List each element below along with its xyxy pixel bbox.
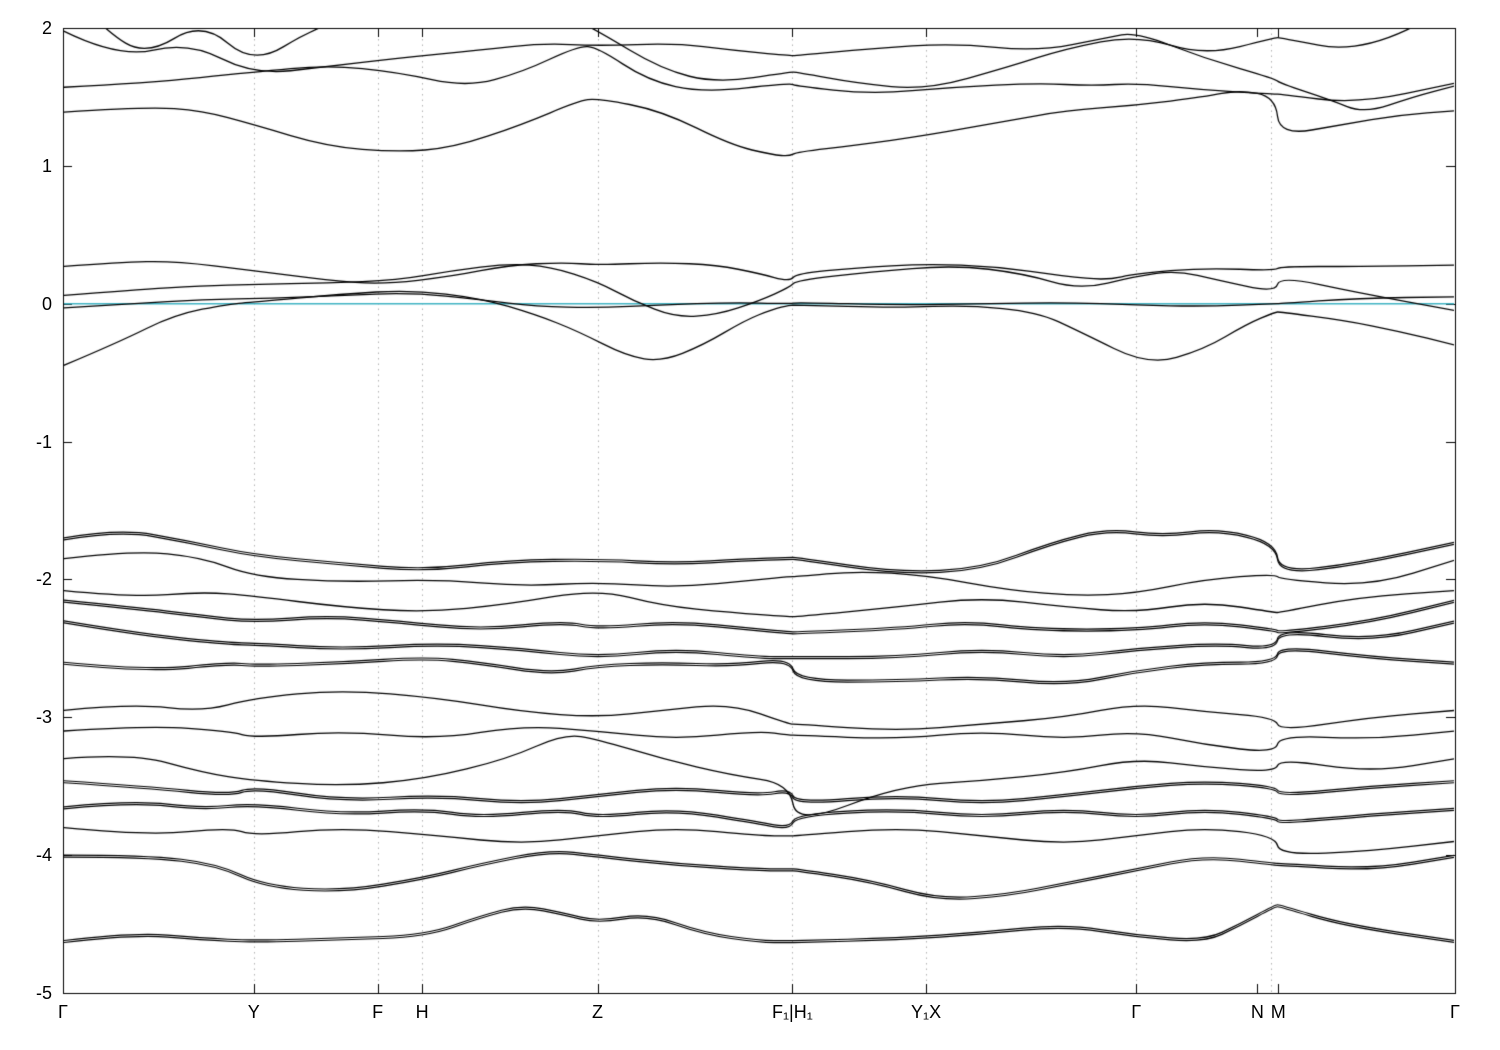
x-tick-label: Y₁X — [910, 1002, 942, 1022]
x-tick-label: H — [415, 1002, 429, 1022]
x-tick-label: F — [372, 1002, 384, 1022]
y-tick-label: -4 — [35, 845, 52, 866]
x-tick-label: Z — [592, 1002, 604, 1022]
x-tick-label: Γ — [58, 1002, 68, 1022]
y-tick-label: -3 — [35, 707, 52, 728]
x-tick-label: M — [1270, 1002, 1286, 1022]
y-tick-label: 0 — [41, 293, 52, 314]
y-tick-label: -1 — [35, 431, 52, 452]
x-tick-label: Γ — [1131, 1002, 1142, 1022]
x-tick-label: Y — [247, 1002, 260, 1022]
x-tick-label: Γ — [1450, 1002, 1460, 1022]
y-tick-label: -5 — [35, 983, 52, 1003]
y-tick-label: 2 — [41, 18, 52, 38]
x-tick-label: F₁|H₁ — [771, 1002, 813, 1022]
y-tick-label: 1 — [41, 155, 52, 176]
y-tick-label: -2 — [35, 569, 52, 590]
x-tick-label: N — [1250, 1002, 1264, 1022]
